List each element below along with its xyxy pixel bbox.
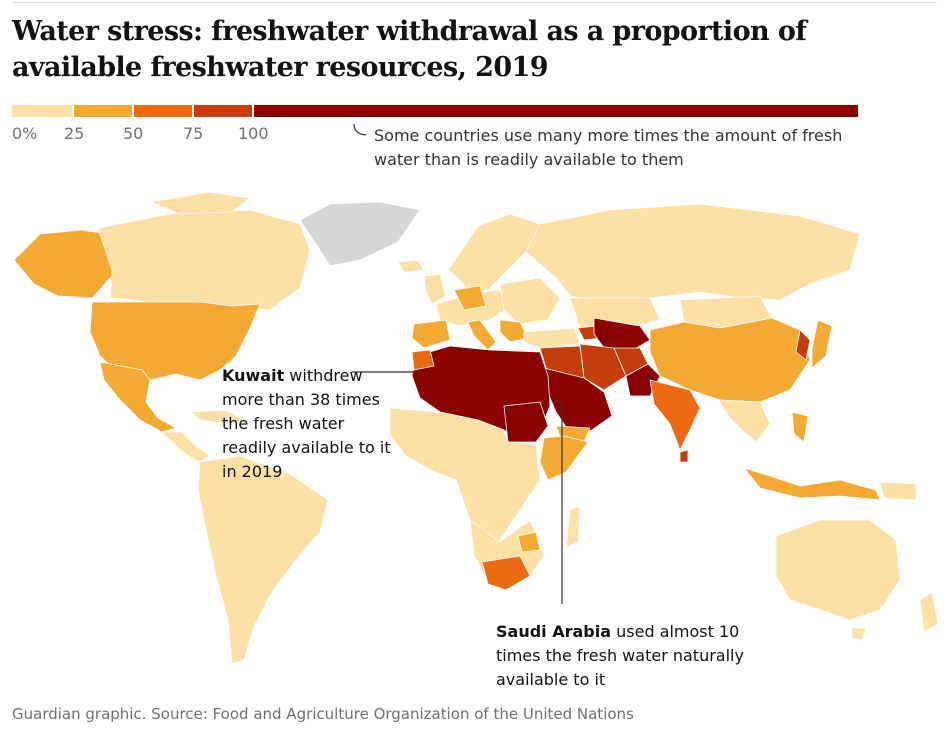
region-turkey	[523, 327, 581, 349]
region-canada-islands	[149, 191, 251, 215]
top-rule	[12, 2, 937, 3]
region-italy	[467, 319, 497, 351]
legend-label-25: 25	[64, 124, 85, 143]
region-central-america	[161, 431, 211, 463]
region-japan	[811, 319, 833, 369]
region-philippines	[791, 411, 809, 443]
kuwait-annotation-country: Kuwait	[222, 366, 285, 385]
source-credit: Guardian graphic. Source: Food and Agric…	[12, 705, 634, 723]
region-canada	[97, 209, 311, 311]
legend-swatch-over-100	[254, 105, 858, 117]
saudi-arabia-annotation: Saudi Arabia used almost 10 times the fr…	[496, 620, 756, 692]
legend-swatch-25-50	[74, 105, 132, 117]
region-caribbean	[191, 409, 245, 425]
saudi-annotation-country: Saudi Arabia	[496, 622, 612, 641]
legend-label-75: 75	[183, 124, 204, 143]
region-uk	[423, 273, 447, 305]
region-kazakhstan	[569, 297, 661, 331]
chart-title: Water stress: freshwater withdrawal as a…	[12, 16, 807, 83]
region-mexico	[99, 361, 177, 433]
legend-swatch-50-75	[134, 105, 192, 117]
region-west-central-africa	[389, 407, 541, 551]
legend-swatch-0-25	[12, 105, 72, 117]
region-south-africa	[481, 555, 531, 591]
region-eastern-europe	[499, 277, 561, 325]
legend-label-100: 100	[238, 124, 269, 143]
legend-swatch-75-100	[194, 105, 252, 117]
region-balkans	[499, 319, 529, 343]
legend-labels: 0% 25 50 75 100	[12, 124, 312, 146]
world-map	[13, 191, 939, 665]
region-zimbabwe	[517, 531, 541, 553]
region-scandinavia	[447, 213, 541, 293]
region-tasmania	[851, 627, 867, 641]
region-sri-lanka	[679, 449, 689, 463]
saudi-annotation-text: used almost 10 times the fresh water nat…	[496, 622, 744, 689]
region-indonesia	[743, 467, 881, 501]
legend-note-pointer	[353, 123, 367, 136]
region-sudan	[503, 401, 549, 443]
region-morocco	[411, 349, 435, 371]
region-india	[649, 379, 701, 451]
region-new-zealand	[919, 591, 939, 633]
color-legend	[12, 105, 858, 117]
region-russia	[525, 203, 861, 303]
region-australia	[775, 519, 901, 621]
kuwait-annotation: Kuwait withdrew more than 38 times the f…	[222, 364, 402, 484]
region-horn-of-africa	[539, 435, 589, 481]
region-usa	[89, 301, 261, 381]
region-southeast-asia	[717, 399, 771, 443]
region-papua	[879, 481, 917, 501]
region-germany-benelux	[453, 285, 487, 311]
legend-note: Some countries use many more times the a…	[374, 126, 843, 169]
region-south-america	[197, 455, 329, 665]
kuwait-annotation-text: withdrew more than 38 times the fresh wa…	[222, 366, 391, 481]
region-iberia	[411, 319, 451, 349]
legend-label-50: 50	[123, 124, 144, 143]
region-greenland	[299, 201, 421, 267]
region-madagascar	[565, 505, 581, 549]
legend-label-0: 0%	[12, 124, 38, 143]
region-korea	[795, 329, 811, 361]
region-iceland	[397, 259, 425, 273]
